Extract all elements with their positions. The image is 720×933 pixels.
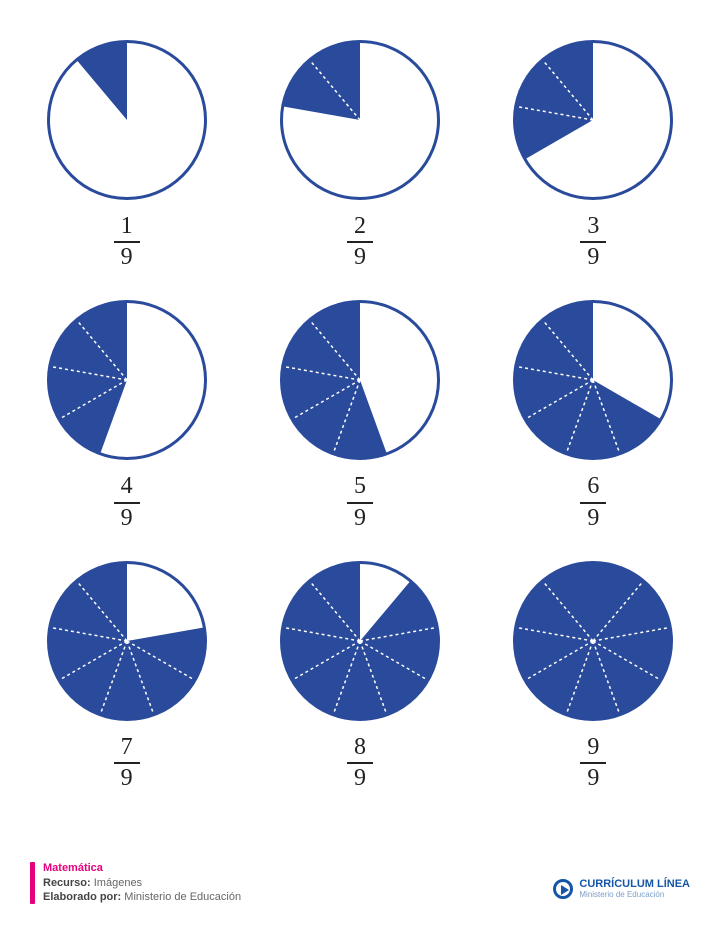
fraction-denominator: 9 [350, 505, 370, 531]
fraction-cell: 39 [513, 40, 673, 270]
fraction-numerator: 2 [350, 214, 370, 240]
fraction-cell: 29 [280, 40, 440, 270]
fraction-denominator: 9 [350, 244, 370, 270]
fraction-bar [347, 762, 373, 764]
fraction-cell: 19 [47, 40, 207, 270]
fraction-cell: 79 [47, 561, 207, 791]
footer-title: Matemática [43, 862, 241, 874]
footer-line-2: Elaborado por: Ministerio de Educación [43, 891, 241, 903]
footer-text: Matemática Recurso: Imágenes Elaborado p… [43, 862, 241, 905]
fraction-label: 49 [114, 474, 140, 530]
footer-line2-label: Elaborado por: [43, 891, 121, 903]
fraction-denominator: 9 [117, 765, 137, 791]
footer-line1-value: Imágenes [94, 877, 142, 889]
fraction-label: 19 [114, 214, 140, 270]
fraction-label: 59 [347, 474, 373, 530]
fraction-bar [114, 241, 140, 243]
fraction-pie [47, 40, 207, 200]
fraction-bar [580, 241, 606, 243]
fraction-numerator: 8 [350, 735, 370, 761]
fraction-denominator: 9 [583, 505, 603, 531]
fraction-label: 29 [347, 214, 373, 270]
fraction-pie [513, 561, 673, 721]
fraction-pie [280, 40, 440, 200]
fraction-label: 99 [580, 735, 606, 791]
fraction-label: 39 [580, 214, 606, 270]
fraction-pie [280, 300, 440, 460]
fraction-cell: 89 [280, 561, 440, 791]
fraction-pie [280, 561, 440, 721]
footer-line-1: Recurso: Imágenes [43, 877, 241, 889]
fraction-denominator: 9 [583, 244, 603, 270]
fraction-bar [580, 762, 606, 764]
fraction-denominator: 9 [117, 244, 137, 270]
fraction-cell: 49 [47, 300, 207, 530]
brand-sub: Ministerio de Educación [579, 890, 690, 899]
fraction-numerator: 9 [583, 735, 603, 761]
fraction-numerator: 1 [117, 214, 137, 240]
page: 192939495969798999 Matemática Recurso: I… [0, 0, 720, 933]
footer-line2-value: Ministerio de Educación [124, 891, 241, 903]
fraction-cell: 59 [280, 300, 440, 530]
fraction-cell: 69 [513, 300, 673, 530]
brand-name: CURRÍCULUM LÍNEA [579, 878, 690, 890]
fraction-pie [47, 300, 207, 460]
fraction-pie [47, 561, 207, 721]
footer: Matemática Recurso: Imágenes Elaborado p… [30, 862, 241, 905]
footer-accent-rule [30, 862, 35, 904]
brand-badge: CURRÍCULUM LÍNEA Ministerio de Educación [553, 878, 690, 899]
fraction-numerator: 7 [117, 735, 137, 761]
fraction-label: 89 [347, 735, 373, 791]
fraction-numerator: 4 [117, 474, 137, 500]
play-circle-icon [553, 879, 573, 899]
fraction-denominator: 9 [583, 765, 603, 791]
fraction-bar [114, 502, 140, 504]
fraction-bar [347, 241, 373, 243]
fraction-numerator: 6 [583, 474, 603, 500]
fraction-bar [347, 502, 373, 504]
fraction-grid: 192939495969798999 [30, 40, 690, 791]
fraction-label: 69 [580, 474, 606, 530]
fraction-label: 79 [114, 735, 140, 791]
fraction-numerator: 3 [583, 214, 603, 240]
fraction-denominator: 9 [117, 505, 137, 531]
fraction-denominator: 9 [350, 765, 370, 791]
brand-text: CURRÍCULUM LÍNEA Ministerio de Educación [579, 878, 690, 899]
fraction-pie [513, 40, 673, 200]
fraction-pie [513, 300, 673, 460]
fraction-numerator: 5 [350, 474, 370, 500]
fraction-bar [580, 502, 606, 504]
fraction-bar [114, 762, 140, 764]
footer-line1-label: Recurso: [43, 877, 91, 889]
fraction-cell: 99 [513, 561, 673, 791]
